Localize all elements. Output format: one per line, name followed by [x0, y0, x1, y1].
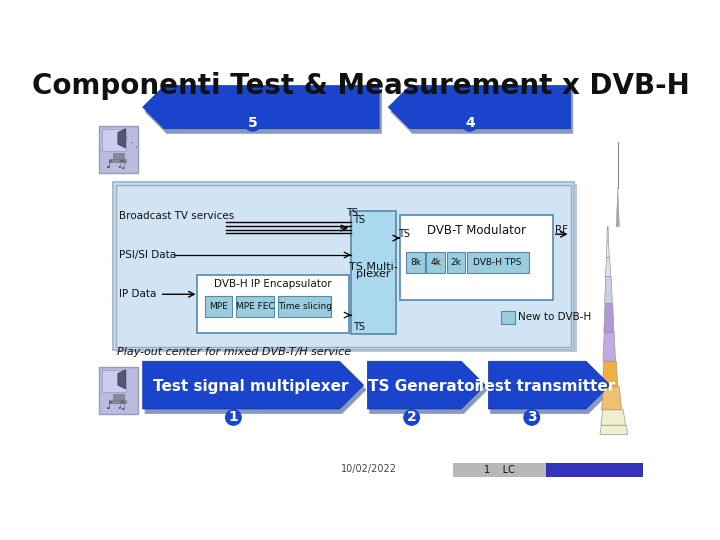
Bar — [113, 182, 575, 350]
Bar — [351, 211, 396, 334]
Polygon shape — [145, 366, 366, 414]
Text: 4: 4 — [465, 116, 474, 130]
Text: 10/02/2022: 10/02/2022 — [341, 464, 397, 474]
Polygon shape — [367, 361, 485, 409]
Text: Play-out center for mixed DVB-T/H service: Play-out center for mixed DVB-T/H servic… — [117, 347, 351, 357]
Bar — [197, 275, 349, 333]
Text: ♪ ♫: ♪ ♫ — [106, 160, 126, 170]
Text: DVB-H TPS: DVB-H TPS — [474, 258, 522, 267]
Circle shape — [404, 410, 419, 425]
Text: 1    LC: 1 LC — [484, 465, 515, 475]
Bar — [116, 184, 577, 352]
Text: MPE FEC: MPE FEC — [235, 302, 274, 311]
Text: New to DVB-H: New to DVB-H — [518, 312, 591, 322]
Bar — [102, 370, 126, 392]
Polygon shape — [601, 387, 621, 410]
Text: 3: 3 — [527, 410, 536, 424]
Text: Broadcast TV services: Broadcast TV services — [120, 211, 235, 221]
Bar — [109, 400, 126, 403]
Bar — [102, 130, 126, 151]
Polygon shape — [604, 303, 614, 333]
Text: 2: 2 — [407, 410, 416, 424]
Text: 5: 5 — [248, 116, 258, 130]
Bar — [426, 252, 445, 273]
Bar — [109, 159, 126, 162]
Bar — [467, 252, 528, 273]
Polygon shape — [143, 361, 364, 409]
Text: TS: TS — [353, 322, 365, 332]
Polygon shape — [118, 129, 126, 148]
Bar — [279, 296, 331, 318]
Bar — [406, 252, 425, 273]
Polygon shape — [600, 425, 628, 434]
Polygon shape — [606, 242, 609, 257]
Polygon shape — [607, 226, 608, 242]
Text: MPEG Analyser: MPEG Analyser — [192, 144, 345, 163]
Bar — [99, 126, 138, 173]
Text: Time slicing: Time slicing — [278, 302, 332, 311]
Text: TS: TS — [353, 215, 365, 225]
Bar — [204, 296, 232, 318]
Bar — [453, 463, 546, 477]
Circle shape — [462, 116, 477, 131]
Text: 4k: 4k — [431, 258, 441, 267]
Polygon shape — [490, 366, 612, 414]
Text: TS: TS — [397, 229, 410, 239]
Polygon shape — [145, 90, 382, 133]
Polygon shape — [391, 90, 573, 133]
Text: PSI/SI Data: PSI/SI Data — [120, 250, 176, 260]
Text: 8k: 8k — [410, 258, 421, 267]
Polygon shape — [388, 85, 570, 129]
Polygon shape — [488, 361, 610, 409]
Polygon shape — [606, 257, 611, 276]
Polygon shape — [605, 276, 612, 303]
Bar — [117, 185, 571, 347]
Text: TS Multi-: TS Multi- — [349, 261, 398, 272]
Polygon shape — [616, 188, 619, 226]
Circle shape — [245, 116, 261, 131]
Text: Componenti Test & Measurement x DVB-H: Componenti Test & Measurement x DVB-H — [32, 72, 690, 100]
Bar — [235, 296, 274, 318]
Polygon shape — [603, 333, 616, 361]
Text: DVB-T Modulator: DVB-T Modulator — [427, 224, 526, 237]
Circle shape — [524, 410, 539, 425]
Text: ♪ ♫: ♪ ♫ — [106, 401, 126, 411]
Text: 2k: 2k — [451, 258, 462, 267]
Bar — [99, 367, 138, 414]
Bar — [113, 394, 124, 401]
Text: TS Generator: TS Generator — [368, 379, 482, 394]
Text: MPE: MPE — [209, 302, 228, 311]
Text: RF: RF — [555, 225, 568, 235]
Polygon shape — [602, 361, 618, 387]
Text: plexer: plexer — [356, 269, 391, 279]
Polygon shape — [143, 85, 379, 129]
Text: 1: 1 — [228, 410, 238, 424]
Text: Test transmitter: Test transmitter — [476, 379, 616, 394]
Text: IP Data: IP Data — [120, 289, 157, 299]
Polygon shape — [118, 370, 126, 389]
Bar — [546, 463, 642, 477]
Polygon shape — [370, 366, 487, 414]
Circle shape — [225, 410, 241, 425]
Text: Test signal multiplexer: Test signal multiplexer — [153, 379, 349, 394]
Text: TS: TS — [346, 208, 358, 218]
Bar — [400, 215, 553, 300]
Bar — [113, 153, 124, 159]
Text: Test receiver: Test receiver — [415, 144, 545, 163]
Bar — [446, 252, 465, 273]
Polygon shape — [600, 410, 626, 425]
Bar — [500, 311, 515, 323]
Text: DVB-H IP Encapsulator: DVB-H IP Encapsulator — [214, 279, 332, 289]
